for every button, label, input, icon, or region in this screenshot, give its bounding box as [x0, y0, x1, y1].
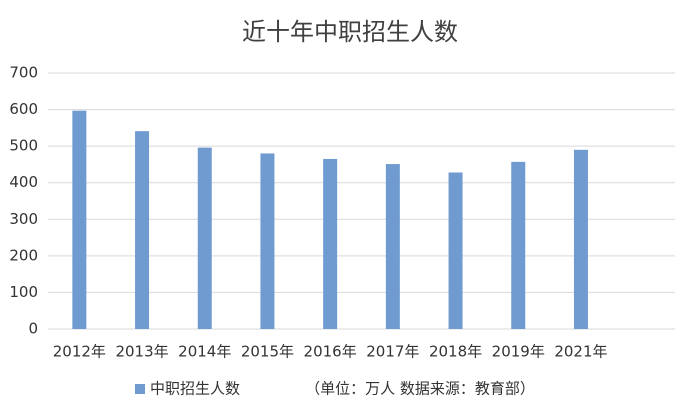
chart-title: 近十年中职招生人数: [242, 18, 458, 46]
x-tick-label: 2015年: [241, 343, 294, 361]
bar: [323, 158, 338, 329]
bar: [260, 153, 275, 329]
bar: [197, 147, 212, 329]
x-tick-label: 2017年: [366, 343, 419, 361]
y-tick-label: 0: [28, 320, 38, 338]
x-tick-label: 2013年: [115, 343, 168, 361]
y-tick-label: 700: [9, 64, 38, 82]
y-tick-label: 200: [9, 246, 38, 264]
annotation: （单位：万人 数据来源：教育部）: [305, 380, 535, 398]
bar: [385, 164, 400, 329]
x-tick-label: 2018年: [429, 343, 482, 361]
y-tick-label: 300: [9, 210, 38, 228]
bar: [511, 161, 526, 329]
y-tick-label: 400: [9, 173, 38, 191]
x-tick-label: 2014年: [178, 343, 231, 361]
legend-swatch: [135, 384, 145, 394]
y-tick-label: 500: [9, 137, 38, 155]
bar: [72, 110, 87, 329]
x-tick-label: 2019年: [492, 343, 545, 361]
y-tick-label: 600: [9, 100, 38, 118]
x-tick-label: 2016年: [304, 343, 357, 361]
bar: [573, 149, 588, 329]
legend-label: 中职招生人数: [150, 380, 240, 398]
bar: [135, 131, 150, 329]
x-tick-label: 2012年: [53, 343, 106, 361]
x-tick-label: 2021年: [554, 343, 607, 361]
y-tick-label: 100: [9, 283, 38, 301]
bar: [448, 172, 463, 329]
